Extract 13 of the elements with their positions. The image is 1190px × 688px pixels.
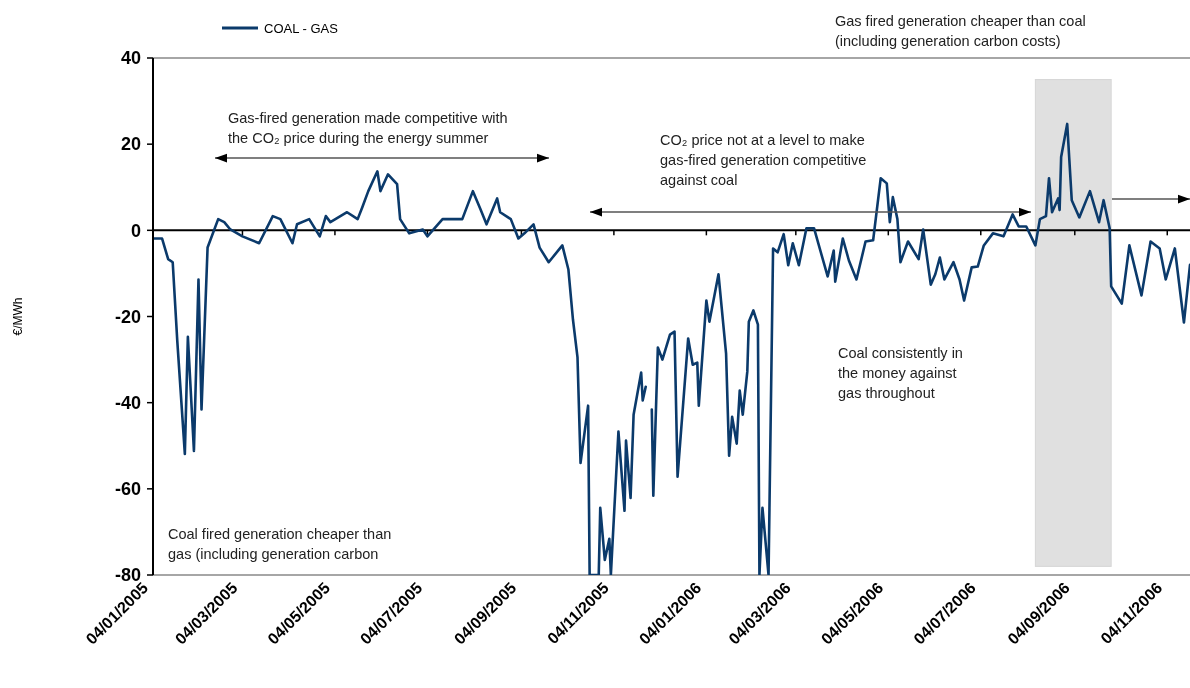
y-tick-label: -40 (114, 392, 141, 413)
text: Gas fired generation cheaper than coal (including generation carbon costs) (835, 13, 1086, 49)
y-tick-label: 20 (120, 134, 141, 155)
annotation: CO₂ price not at a level to make gas-fired generation competitive against coal (660, 132, 867, 188)
y-tick-label: -60 (114, 479, 141, 500)
y-tick-label: 40 (120, 48, 141, 69)
annotation: Coal consistently in the money against gas throughout (838, 345, 963, 401)
y-tick-label: -20 (114, 306, 141, 327)
legend-label: COAL - GAS (264, 20, 339, 36)
y-axis-title: €/MWh (11, 297, 25, 336)
annotation: Coal fired generation cheaper than gas (including generation carbon (168, 526, 392, 562)
annotation: Gas-fired generation made competitive with the CO₂ price during the energy summer (228, 110, 508, 146)
y-tick-label: 0 (130, 220, 141, 241)
